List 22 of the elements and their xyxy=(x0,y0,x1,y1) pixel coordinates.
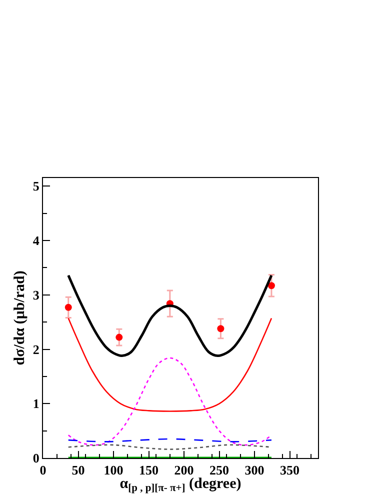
x-axis-title: α$_{[p , p][π- π+]}$ (degree) xyxy=(120,476,242,494)
point xyxy=(64,304,72,311)
point xyxy=(116,334,123,341)
x-tick-label: 250 xyxy=(210,462,230,478)
point xyxy=(217,325,224,332)
y-tick-label: 2 xyxy=(32,342,40,357)
x-tick-label: 350 xyxy=(280,462,300,478)
x-tick-label: 50 xyxy=(72,462,85,478)
line-series xyxy=(67,274,273,358)
line-series xyxy=(68,318,272,412)
y-tick-label: 1 xyxy=(32,396,40,412)
x-tick-label: 100 xyxy=(104,462,124,478)
y-tick-label: 5 xyxy=(32,178,40,194)
y-tick-label: 3 xyxy=(32,287,40,302)
x-tick-label: 200 xyxy=(174,462,194,478)
x-tick-label: 150 xyxy=(139,462,159,478)
point xyxy=(268,282,275,290)
y-tick-label: 0 xyxy=(32,450,40,466)
y-tick-label: 4 xyxy=(32,233,40,248)
y-axis-title: dσ/dα (μb/rad) xyxy=(12,270,28,366)
x-tick-label: 300 xyxy=(244,462,264,478)
line-series xyxy=(68,357,272,446)
